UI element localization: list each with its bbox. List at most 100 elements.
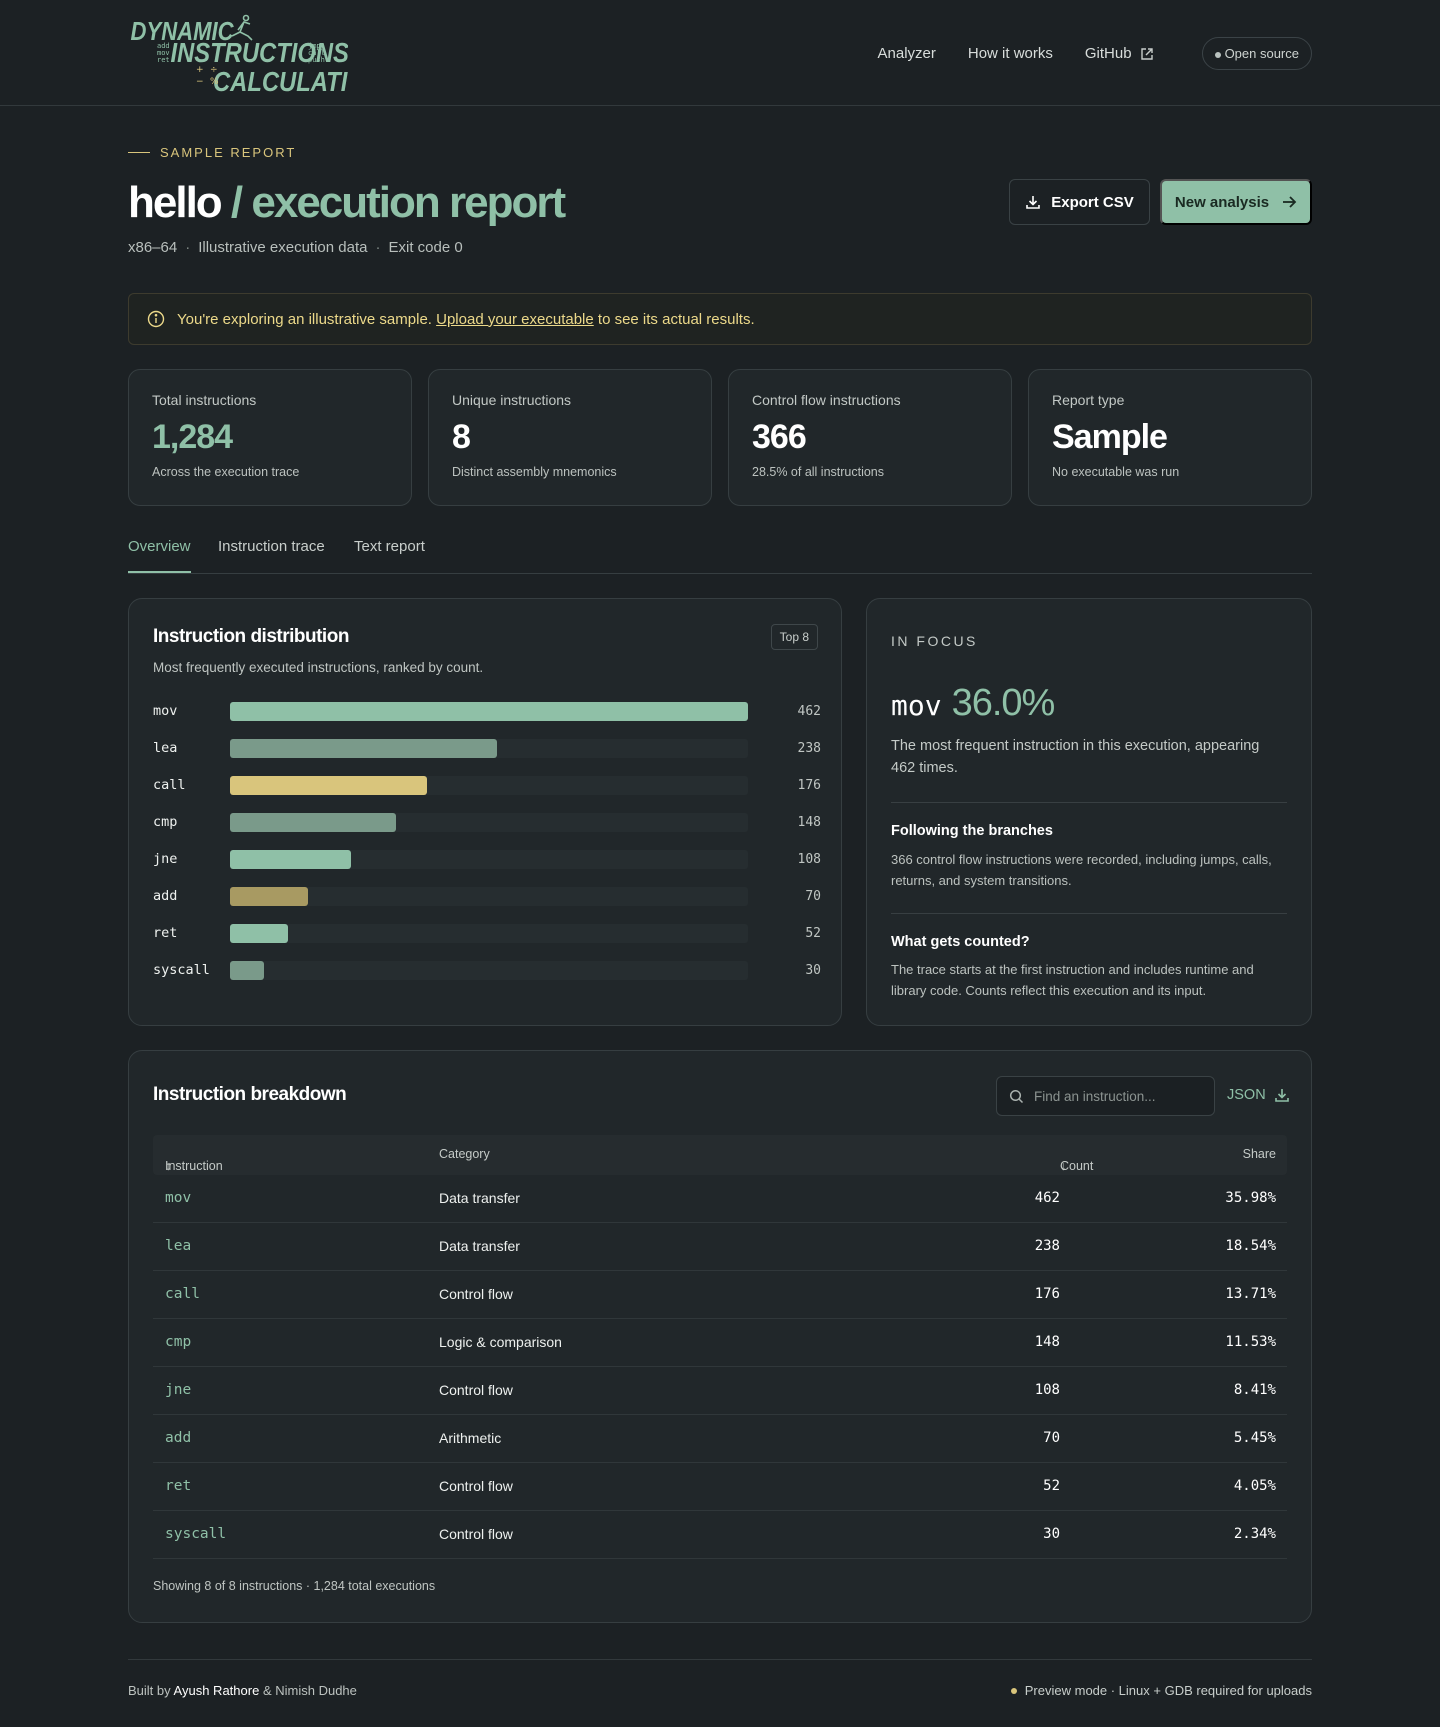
instruction-cell: call	[165, 1286, 200, 1302]
author-link[interactable]: Ayush Rathore	[173, 1683, 260, 1698]
instruction-cell: ret	[165, 1478, 192, 1494]
focus-eyebrow: IN FOCUS	[891, 633, 978, 649]
category-cell: Control flow	[439, 1526, 513, 1542]
bar	[230, 813, 396, 832]
distribution-panel: Instruction distribution Most frequently…	[128, 598, 842, 1026]
new-analysis-button[interactable]: New analysis	[1160, 179, 1312, 225]
bar-label: syscall	[153, 962, 210, 978]
category-cell: Logic & comparison	[439, 1334, 562, 1350]
bar-label: cmp	[153, 814, 178, 830]
bar	[230, 961, 264, 980]
focus-text: The most frequent instruction in this ex…	[891, 738, 1260, 776]
status-dot	[1010, 1687, 1017, 1694]
share-cell: 8.41%	[1233, 1382, 1276, 1398]
category-cell: Control flow	[439, 1382, 513, 1398]
brand-logo[interactable]: DYNAMIC INSTRUCTIONS CALCULATION add mov…	[128, 12, 348, 94]
sample-notice: You're exploring an illustrative sample.…	[128, 293, 1312, 345]
bar-label: ret	[153, 925, 178, 941]
table-row[interactable]: jne Control flow 108 8.41%	[153, 1367, 1287, 1415]
focus-percent: 36.0%	[951, 682, 1056, 724]
top-bar: DYNAMIC INSTRUCTIONS CALCULATION add mov…	[0, 0, 1440, 106]
bar	[230, 924, 289, 943]
share-cell: 13.71%	[1225, 1286, 1276, 1302]
nav-how-it-works[interactable]: How it works	[967, 45, 1053, 62]
export-csv-button[interactable]: Export CSV	[1009, 179, 1150, 225]
bar-label: add	[153, 888, 178, 904]
bar-value: 148	[797, 815, 821, 830]
open-source-badge[interactable]: Open source	[1201, 37, 1312, 70]
bar-row: ret 52	[153, 924, 821, 961]
report-meta: x86–64 · Illustrative execution data · E…	[128, 239, 463, 256]
table-header: Instruction ↕ Category Count ↓ Share	[153, 1135, 1287, 1175]
page-title: hello / execution report	[128, 178, 566, 227]
bar-value: 30	[805, 963, 821, 978]
meta-arch: x86–64	[128, 239, 178, 256]
nav-analyzer[interactable]: Analyzer	[877, 45, 936, 62]
top-badge: Top 8	[770, 624, 818, 650]
bar-row: jne 108	[153, 850, 821, 887]
upload-executable-link[interactable]: Upload your executable	[436, 310, 594, 328]
search-input[interactable]	[1034, 1088, 1204, 1104]
table-row[interactable]: ret Control flow 52 4.05%	[153, 1463, 1287, 1511]
tab-text-report[interactable]: Text report	[354, 538, 425, 555]
bar-track	[230, 887, 748, 906]
bar-value: 52	[805, 926, 821, 941]
instruction-cell: syscall	[165, 1526, 227, 1542]
instruction-cell: cmp	[165, 1334, 192, 1350]
bar-track	[230, 776, 748, 795]
tab-instruction-trace[interactable]: Instruction trace	[218, 538, 325, 555]
focus-text-counted: The trace starts at the first instructio…	[891, 962, 1254, 998]
instruction-cell: jne	[165, 1382, 192, 1398]
bar-track	[230, 961, 748, 980]
svg-text:call: call	[308, 49, 325, 57]
bar	[230, 887, 309, 906]
distribution-subtitle: Most frequently executed instructions, r…	[153, 660, 484, 675]
category-cell: Control flow	[439, 1478, 513, 1494]
arrow-right-icon	[1283, 196, 1297, 208]
table-row[interactable]: cmp Logic & comparison 148 11.53%	[153, 1319, 1287, 1367]
svg-text:÷: ÷	[210, 65, 218, 75]
tab-overview[interactable]: Overview	[128, 538, 191, 573]
main-nav: Analyzer How it works GitHub Open source	[877, 37, 1312, 70]
external-link-icon	[1140, 47, 1153, 60]
json-download-button[interactable]: JSON	[1227, 1087, 1290, 1103]
table-row[interactable]: call Control flow 176 13.71%	[153, 1271, 1287, 1319]
table-row[interactable]: mov Data transfer 462 35.98%	[153, 1175, 1287, 1223]
bar-value: 108	[797, 852, 821, 867]
count-cell: 108	[1034, 1382, 1060, 1398]
count-cell: 176	[1034, 1286, 1060, 1302]
table-row[interactable]: syscall Control flow 30 2.34%	[153, 1511, 1287, 1559]
share-cell: 2.34%	[1233, 1526, 1276, 1542]
bar-track	[230, 850, 748, 869]
svg-text:−: −	[196, 77, 204, 87]
share-cell: 18.54%	[1225, 1238, 1276, 1254]
svg-text:+: +	[196, 65, 204, 75]
info-icon	[147, 310, 165, 328]
count-cell: 70	[1043, 1430, 1060, 1446]
instruction-cell: add	[165, 1430, 192, 1446]
table-row[interactable]: add Arithmetic 70 5.45%	[153, 1415, 1287, 1463]
share-cell: 35.98%	[1225, 1190, 1276, 1206]
sort-down-icon: ↓	[1060, 1159, 1067, 1173]
logo-line-2: INSTRUCTIONS	[171, 36, 349, 68]
stat-total-instructions: Total instructions 1,284 Across the exec…	[128, 369, 412, 506]
nav-github[interactable]: GitHub	[1085, 45, 1154, 62]
meta-data-type: Illustrative execution data	[198, 239, 368, 256]
bar-value: 70	[805, 889, 821, 904]
stat-report-type: Report type Sample No executable was run	[1028, 369, 1312, 506]
meta-exit-code: Exit code 0	[388, 239, 463, 256]
bar-label: lea	[153, 740, 178, 756]
bar-row: mov 462	[153, 702, 821, 739]
bar-row: syscall 30	[153, 961, 821, 998]
instruction-cell: lea	[165, 1238, 192, 1254]
bar-row: add 70	[153, 887, 821, 924]
focus-mnemonic: mov	[891, 689, 942, 722]
share-cell: 5.45%	[1233, 1430, 1276, 1446]
bar-value: 176	[797, 778, 821, 793]
breakdown-panel: Instruction breakdown JSON Instruction ↕…	[128, 1050, 1312, 1623]
bar	[230, 850, 352, 869]
count-cell: 148	[1034, 1334, 1060, 1350]
table-row[interactable]: lea Data transfer 238 18.54%	[153, 1223, 1287, 1271]
sort-icon: ↕	[165, 1159, 172, 1173]
stat-unique-instructions: Unique instructions 8 Distinct assembly …	[428, 369, 712, 506]
